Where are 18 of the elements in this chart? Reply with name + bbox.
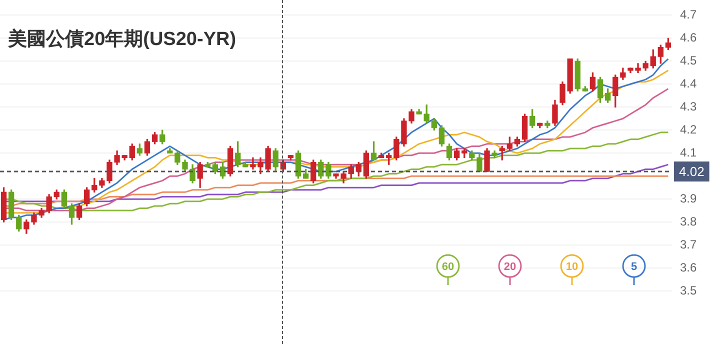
y-tick-label: 4.5 [680,53,698,68]
y-tick-label: 4.6 [680,30,698,44]
y-tick-label: 4.2 [680,122,698,136]
text: 美國公債20年期(US20-YR) [8,27,236,52]
text: 10 [566,261,578,274]
y-tick-label: 3.7 [680,237,698,252]
y-tick-label: 4.7 [680,8,698,22]
y-tick-label: 3.9 [680,191,698,206]
text: 20 [504,261,516,274]
text: 60 [442,261,454,274]
y-tick-label: 4.3 [680,99,698,114]
y-tick-label: 4.4 [680,76,698,90]
y-tick-label: 3.5 [680,283,698,298]
y-tick-label: 3.8 [680,214,698,228]
y-tick-label: 3.6 [680,260,698,274]
ref-line-label: 4.02 [679,164,704,180]
text: 5 [630,261,638,274]
y-tick-label: 4.1 [680,145,698,160]
